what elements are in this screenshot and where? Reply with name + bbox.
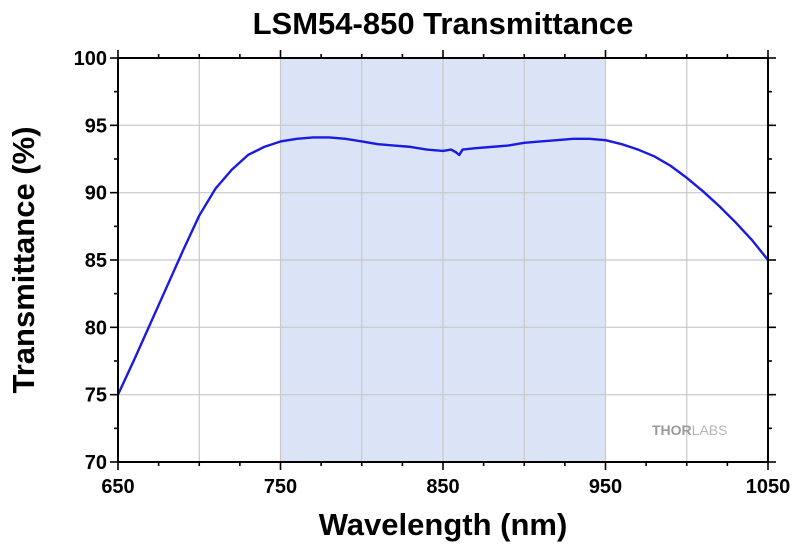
y-tick-label: 95 (85, 115, 107, 137)
watermark-logo: THORLABS (652, 422, 727, 438)
y-tick-label: 80 (85, 317, 107, 339)
plot-area: 70 75 80 85 90 95 100 650 750 850 950 1050 (74, 48, 791, 498)
chart-title: LSM54-850 Transmittance (253, 6, 634, 41)
x-tick-label: 1050 (746, 476, 791, 498)
x-tick-label: 750 (264, 476, 297, 498)
series-line (116, 136, 769, 396)
x-tick-label: 950 (589, 476, 622, 498)
x-axis-label: Wavelength (nm) (319, 507, 568, 542)
svg-text:THORLABS: THORLABS (652, 422, 727, 438)
watermark-part2: LABS (692, 422, 728, 438)
x-tick-label: 850 (426, 476, 459, 498)
watermark-part1: THOR (652, 422, 692, 438)
y-tick-label: 70 (85, 452, 107, 474)
y-tick-label: 100 (74, 48, 107, 70)
y-tick-label: 75 (85, 385, 107, 407)
y-tick-label: 90 (85, 183, 107, 205)
x-tick-label: 650 (101, 476, 134, 498)
y-tick-label: 85 (85, 250, 107, 272)
y-axis-label: Transmittance (%) (6, 126, 41, 393)
